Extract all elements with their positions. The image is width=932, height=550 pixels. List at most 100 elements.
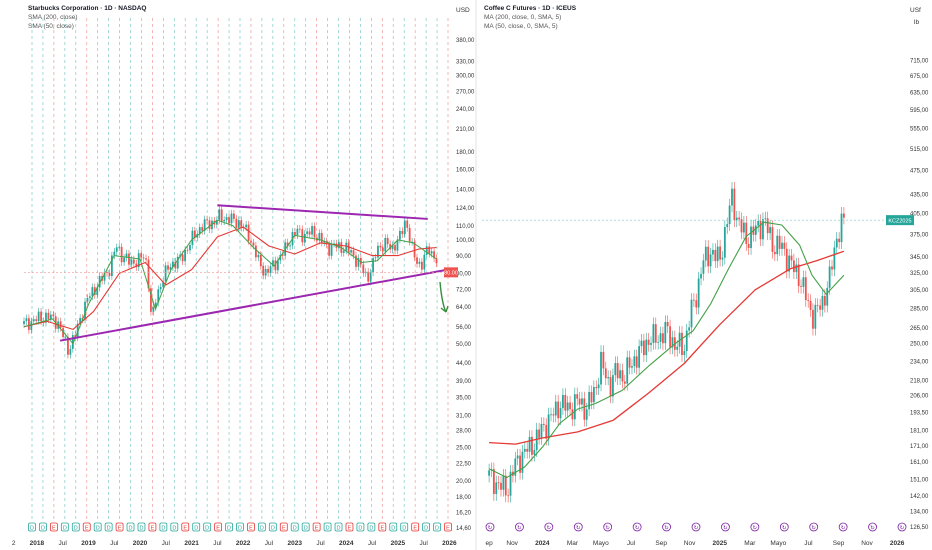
candle-body (247, 224, 250, 241)
y-tick-label: 270,00 (456, 89, 475, 95)
candle-body (308, 231, 311, 235)
candle-body (735, 217, 738, 221)
candle-body (488, 470, 490, 476)
candle (840, 206, 843, 249)
candle (135, 259, 138, 271)
candle (731, 182, 733, 213)
candle-body (797, 264, 800, 287)
x-tick-label: Jul (419, 540, 428, 547)
y-tick-label: 126,50 (910, 525, 929, 531)
candle (616, 356, 619, 386)
right-y-axis: USf lb 715,00 675,00 635,00 595,00 555,00 515,0… (910, 7, 929, 531)
x-tick-label: Nov (506, 540, 518, 547)
candle (502, 469, 505, 497)
candle-body (740, 219, 743, 233)
candle (128, 249, 130, 269)
candle-body (581, 398, 583, 405)
candle-body (108, 272, 111, 276)
candle-body (566, 402, 569, 411)
candle (428, 242, 431, 258)
x-tick-label: Sep (655, 540, 667, 547)
event-badge: D (389, 522, 398, 532)
candle (98, 272, 101, 292)
candle (721, 250, 724, 267)
event-badge-label: E (118, 526, 122, 532)
y-tick-label: 90,00 (456, 254, 472, 260)
candle-body (396, 239, 399, 251)
candle-body (514, 458, 517, 476)
x-tick-label: 2018 (30, 540, 45, 547)
candle-body (164, 265, 167, 282)
candle-body (91, 287, 94, 297)
event-badge: ↻ (544, 522, 554, 532)
candle-body (819, 305, 821, 310)
candle (497, 475, 500, 490)
candle (110, 251, 113, 280)
event-badge: E (378, 522, 387, 532)
event-badge-label: D (424, 526, 428, 532)
candle (645, 332, 648, 362)
candle-body (612, 375, 614, 397)
candle (590, 385, 593, 410)
candle-body (276, 260, 279, 271)
event-badge-box (236, 522, 244, 532)
candle-body (831, 266, 833, 270)
x-tick-label: Jul (627, 540, 636, 547)
left-currency-label: USD (456, 7, 470, 14)
event-badge-box (247, 522, 255, 532)
candle (526, 442, 529, 459)
candle-body (519, 455, 521, 473)
candle-body (220, 209, 223, 222)
candle-body (37, 311, 40, 322)
candle-body (206, 219, 208, 221)
candle (150, 284, 152, 316)
candle-body (125, 253, 128, 258)
candle-body (140, 253, 143, 258)
candle-body (583, 398, 586, 420)
candle-body (657, 341, 660, 343)
down-arrow-shaft (439, 281, 447, 313)
candle-body (843, 213, 845, 218)
candle (540, 417, 543, 445)
candle-body (435, 258, 438, 264)
candle (396, 235, 399, 255)
candle (702, 253, 705, 281)
right-event-badges: ↻ ↻ ↻ ↻ ↻ ↻ ↻ ↻ ↻ ↻ ↻ ↻ ↻ ↻ ↻ (485, 522, 907, 532)
event-badge-circle (662, 522, 671, 532)
candle-body (289, 245, 291, 247)
x-tick-label: Jul (213, 540, 222, 547)
candle (790, 248, 793, 268)
candle (86, 294, 89, 306)
event-badge-label: D (107, 526, 111, 532)
candle-body (597, 384, 600, 389)
x-tick-label: Mayo (770, 540, 786, 547)
event-badge-box (115, 522, 124, 532)
event-badge-box (444, 522, 452, 532)
candle-body (602, 351, 605, 369)
candle-body (110, 255, 113, 276)
candle-body (233, 213, 235, 219)
candle (313, 222, 316, 242)
candle (690, 293, 693, 335)
y-tick-label: 44,00 (456, 361, 472, 367)
candle-body (662, 333, 664, 344)
event-badge: D (39, 522, 47, 532)
event-badge-circle (691, 522, 701, 532)
candle-body (669, 326, 671, 348)
candle-body (333, 243, 335, 245)
candle-body (172, 261, 174, 268)
candle-body (306, 231, 309, 234)
x-tick-label: Jul (368, 540, 377, 547)
event-badge-label: E (413, 526, 417, 532)
candle (619, 363, 621, 386)
event-badge-circle (515, 522, 524, 532)
event-badge: D (301, 522, 310, 532)
candle (783, 236, 786, 256)
candle-body (547, 414, 550, 439)
sma200-line (23, 226, 437, 330)
candle-body (389, 244, 392, 250)
candle (45, 308, 47, 327)
candle-body (411, 241, 414, 243)
candle-body (781, 242, 783, 249)
